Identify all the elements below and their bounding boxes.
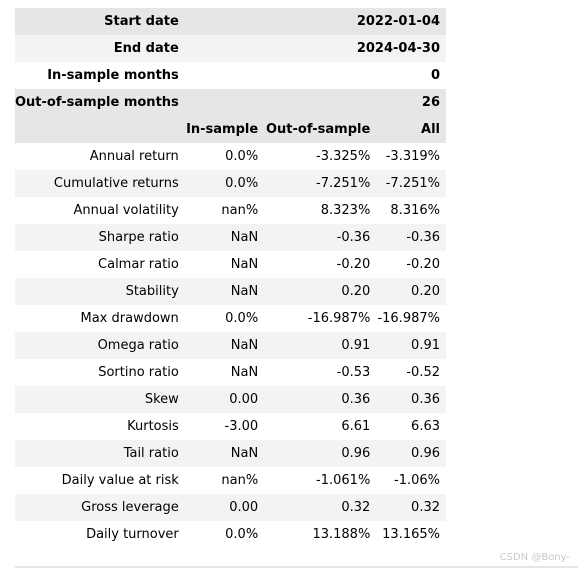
in-sample-value: -3.00 — [224, 419, 259, 434]
metric-label: Omega ratio — [97, 338, 179, 353]
table-row: Stability NaN 0.20 0.20 — [15, 278, 446, 305]
out-of-sample-value: 0.36 — [341, 392, 371, 407]
table-row: Sortino ratio NaN -0.53 -0.52 — [15, 359, 446, 386]
all-value: -16.987% — [377, 311, 440, 326]
out-of-sample-value: -0.53 — [336, 365, 371, 380]
start-date-label: Start date — [104, 14, 179, 29]
all-value: -1.06% — [394, 473, 440, 488]
table-row: Kurtosis -3.00 6.61 6.63 — [15, 413, 446, 440]
metric-label: Tail ratio — [123, 446, 179, 461]
in-sample-value: 0.0% — [225, 176, 259, 191]
metric-label: Annual volatility — [73, 203, 179, 218]
all-value: 0.91 — [411, 338, 440, 353]
table-row: Gross leverage 0.00 0.32 0.32 — [15, 494, 446, 521]
table-row: Annual volatility nan% 8.323% 8.316% — [15, 197, 446, 224]
performance-stats-table: Start date 2022-01-04 End date 2024-04-3… — [15, 8, 446, 548]
all-value: 13.165% — [382, 527, 440, 542]
all-value: -7.251% — [385, 176, 440, 191]
table-row: Annual return 0.0% -3.325% -3.319% — [15, 143, 446, 170]
all-value: -0.52 — [406, 365, 440, 380]
in-sample-months-row: In-sample months 0 — [15, 62, 446, 89]
out-of-sample-value: 13.188% — [312, 527, 371, 542]
in-sample-value: NaN — [230, 365, 259, 380]
in-sample-value: 0.0% — [225, 311, 259, 326]
out-of-sample-value: 8.323% — [320, 203, 371, 218]
all-value: -0.36 — [406, 230, 440, 245]
in-sample-months-value: 0 — [430, 68, 440, 83]
end-date-value: 2024-04-30 — [356, 41, 440, 56]
metric-label: Calmar ratio — [98, 257, 179, 272]
out-of-sample-months-value: 26 — [421, 95, 440, 110]
table-row: Sharpe ratio NaN -0.36 -0.36 — [15, 224, 446, 251]
all-value: 8.316% — [390, 203, 440, 218]
table-row: Tail ratio NaN 0.96 0.96 — [15, 440, 446, 467]
metric-label: Max drawdown — [80, 311, 179, 326]
in-sample-value: NaN — [230, 257, 259, 272]
in-sample-value: NaN — [230, 338, 259, 353]
out-of-sample-value: -1.061% — [316, 473, 371, 488]
out-of-sample-value: -0.36 — [336, 230, 371, 245]
out-of-sample-value: -0.20 — [336, 257, 371, 272]
all-value: 0.20 — [411, 284, 440, 299]
metric-label: Annual return — [89, 149, 179, 164]
all-value: 0.32 — [411, 500, 440, 515]
in-sample-value: NaN — [230, 284, 259, 299]
header-blank-cell — [15, 116, 185, 143]
column-header-row: In-sample Out-of-sample All — [15, 116, 446, 143]
in-sample-months-label: In-sample months — [47, 68, 179, 83]
metric-label: Kurtosis — [127, 419, 179, 434]
in-sample-value: 0.00 — [229, 392, 259, 407]
start-date-value: 2022-01-04 — [356, 14, 440, 29]
in-sample-column-header: In-sample — [186, 122, 259, 137]
metric-label: Daily turnover — [86, 527, 179, 542]
metric-label: Sharpe ratio — [98, 230, 179, 245]
out-of-sample-months-row: Out-of-sample months 26 — [15, 89, 446, 116]
in-sample-value: NaN — [230, 230, 259, 245]
all-column-header: All — [421, 122, 440, 137]
out-of-sample-value: 0.20 — [341, 284, 371, 299]
all-value: -0.20 — [406, 257, 440, 272]
bottom-divider — [15, 566, 578, 568]
metric-label: Skew — [144, 392, 179, 407]
start-date-row: Start date 2022-01-04 — [15, 8, 446, 35]
metric-label: Sortino ratio — [98, 365, 179, 380]
metric-label: Stability — [125, 284, 179, 299]
in-sample-value: 0.0% — [225, 527, 259, 542]
all-value: -3.319% — [385, 149, 440, 164]
watermark: CSDN @Bony- — [499, 552, 570, 563]
out-of-sample-column-header: Out-of-sample — [266, 122, 371, 137]
metric-label: Gross leverage — [81, 500, 179, 515]
in-sample-value: 0.0% — [225, 149, 259, 164]
all-value: 0.96 — [411, 446, 440, 461]
out-of-sample-value: -16.987% — [307, 311, 371, 326]
in-sample-value: 0.00 — [229, 500, 259, 515]
out-of-sample-value: 0.32 — [341, 500, 371, 515]
out-of-sample-value: 0.91 — [341, 338, 371, 353]
out-of-sample-months-label: Out-of-sample months — [15, 95, 179, 110]
out-of-sample-value: -7.251% — [316, 176, 371, 191]
metric-label: Cumulative returns — [53, 176, 179, 191]
table-row: Daily turnover 0.0% 13.188% 13.165% — [15, 521, 446, 548]
in-sample-value: nan% — [221, 203, 259, 218]
table-row: Calmar ratio NaN -0.20 -0.20 — [15, 251, 446, 278]
end-date-label: End date — [113, 41, 179, 56]
all-value: 0.36 — [411, 392, 440, 407]
out-of-sample-value: -3.325% — [316, 149, 371, 164]
in-sample-value: nan% — [221, 473, 259, 488]
table-row: Skew 0.00 0.36 0.36 — [15, 386, 446, 413]
table-row: Omega ratio NaN 0.91 0.91 — [15, 332, 446, 359]
out-of-sample-value: 6.61 — [341, 419, 371, 434]
in-sample-value: NaN — [230, 446, 259, 461]
end-date-row: End date 2024-04-30 — [15, 35, 446, 62]
table-row: Max drawdown 0.0% -16.987% -16.987% — [15, 305, 446, 332]
out-of-sample-value: 0.96 — [341, 446, 371, 461]
table-row: Cumulative returns 0.0% -7.251% -7.251% — [15, 170, 446, 197]
metric-label: Daily value at risk — [61, 473, 179, 488]
all-value: 6.63 — [411, 419, 440, 434]
table-row: Daily value at risk nan% -1.061% -1.06% — [15, 467, 446, 494]
